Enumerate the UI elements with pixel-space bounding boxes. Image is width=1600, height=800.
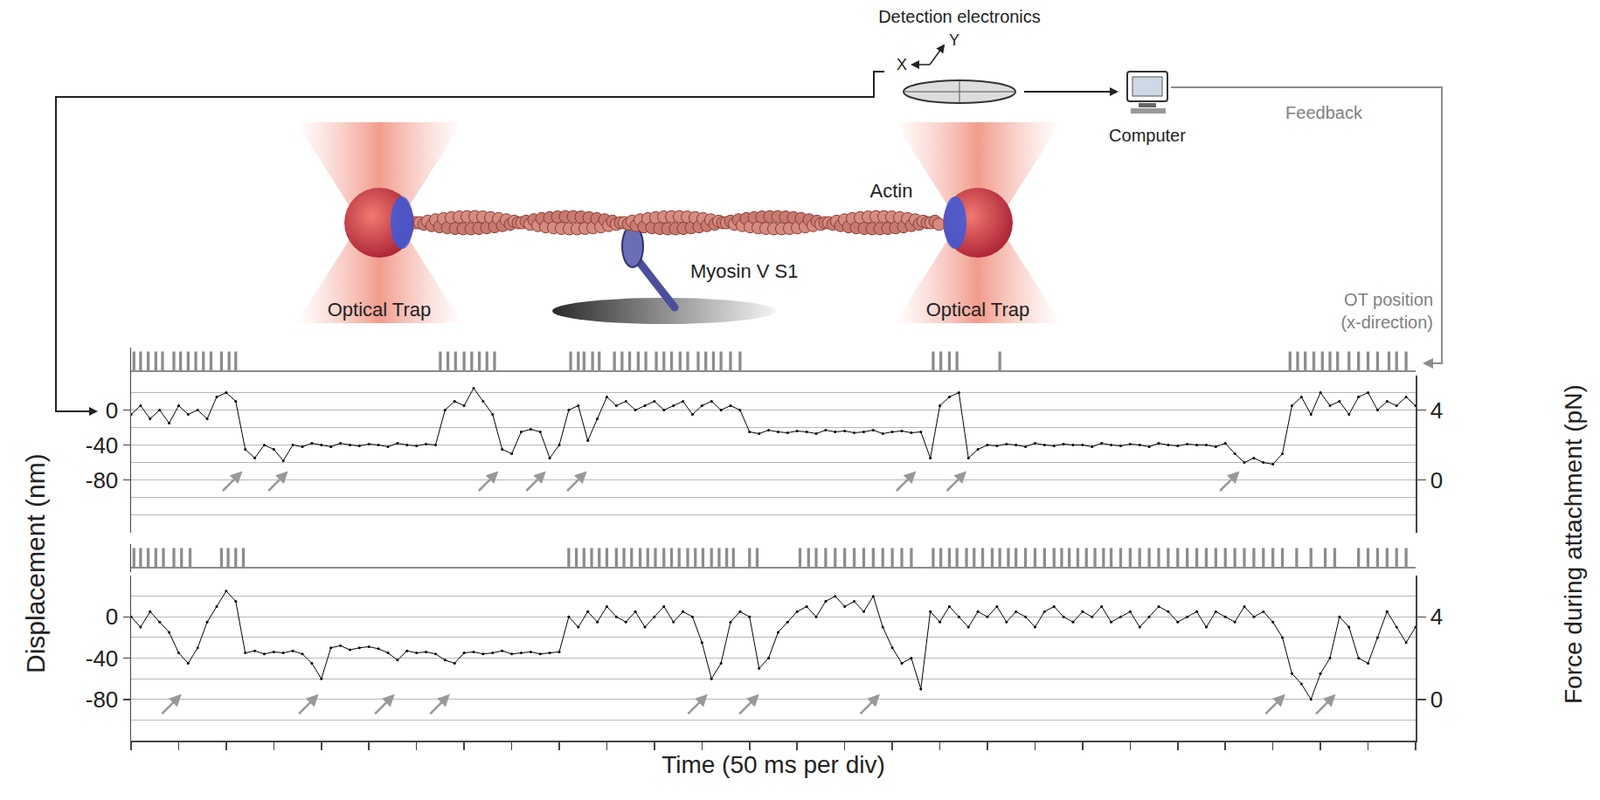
- svg-text:0: 0: [1430, 686, 1443, 714]
- svg-text:Y: Y: [948, 31, 960, 49]
- svg-text:-80: -80: [85, 686, 119, 714]
- svg-text:0: 0: [105, 397, 118, 424]
- svg-text:Optical Trap: Optical Trap: [327, 298, 432, 321]
- svg-text:Actin: Actin: [870, 180, 914, 202]
- svg-text:4: 4: [1430, 603, 1443, 631]
- svg-text:Optical Trap: Optical Trap: [926, 298, 1031, 321]
- svg-text:Detection electronics: Detection electronics: [878, 6, 1041, 27]
- svg-text:OT position: OT position: [1343, 290, 1434, 310]
- svg-text:-40: -40: [85, 432, 119, 459]
- svg-text:Force during attachment (pN): Force during attachment (pN): [1559, 384, 1587, 705]
- svg-text:4: 4: [1430, 397, 1443, 424]
- svg-text:(x-direction): (x-direction): [1340, 312, 1434, 333]
- svg-text:-40: -40: [85, 645, 119, 672]
- svg-text:-80: -80: [85, 467, 119, 494]
- svg-text:Computer: Computer: [1108, 125, 1186, 146]
- svg-text:Myosin V S1: Myosin V S1: [690, 260, 799, 283]
- svg-text:Time (50 ms per div): Time (50 ms per div): [661, 751, 886, 779]
- svg-text:0: 0: [105, 603, 118, 631]
- svg-text:Displacement (nm): Displacement (nm): [20, 453, 50, 674]
- svg-text:X: X: [896, 55, 908, 74]
- svg-text:Feedback: Feedback: [1285, 103, 1364, 123]
- svg-text:0: 0: [1430, 467, 1443, 494]
